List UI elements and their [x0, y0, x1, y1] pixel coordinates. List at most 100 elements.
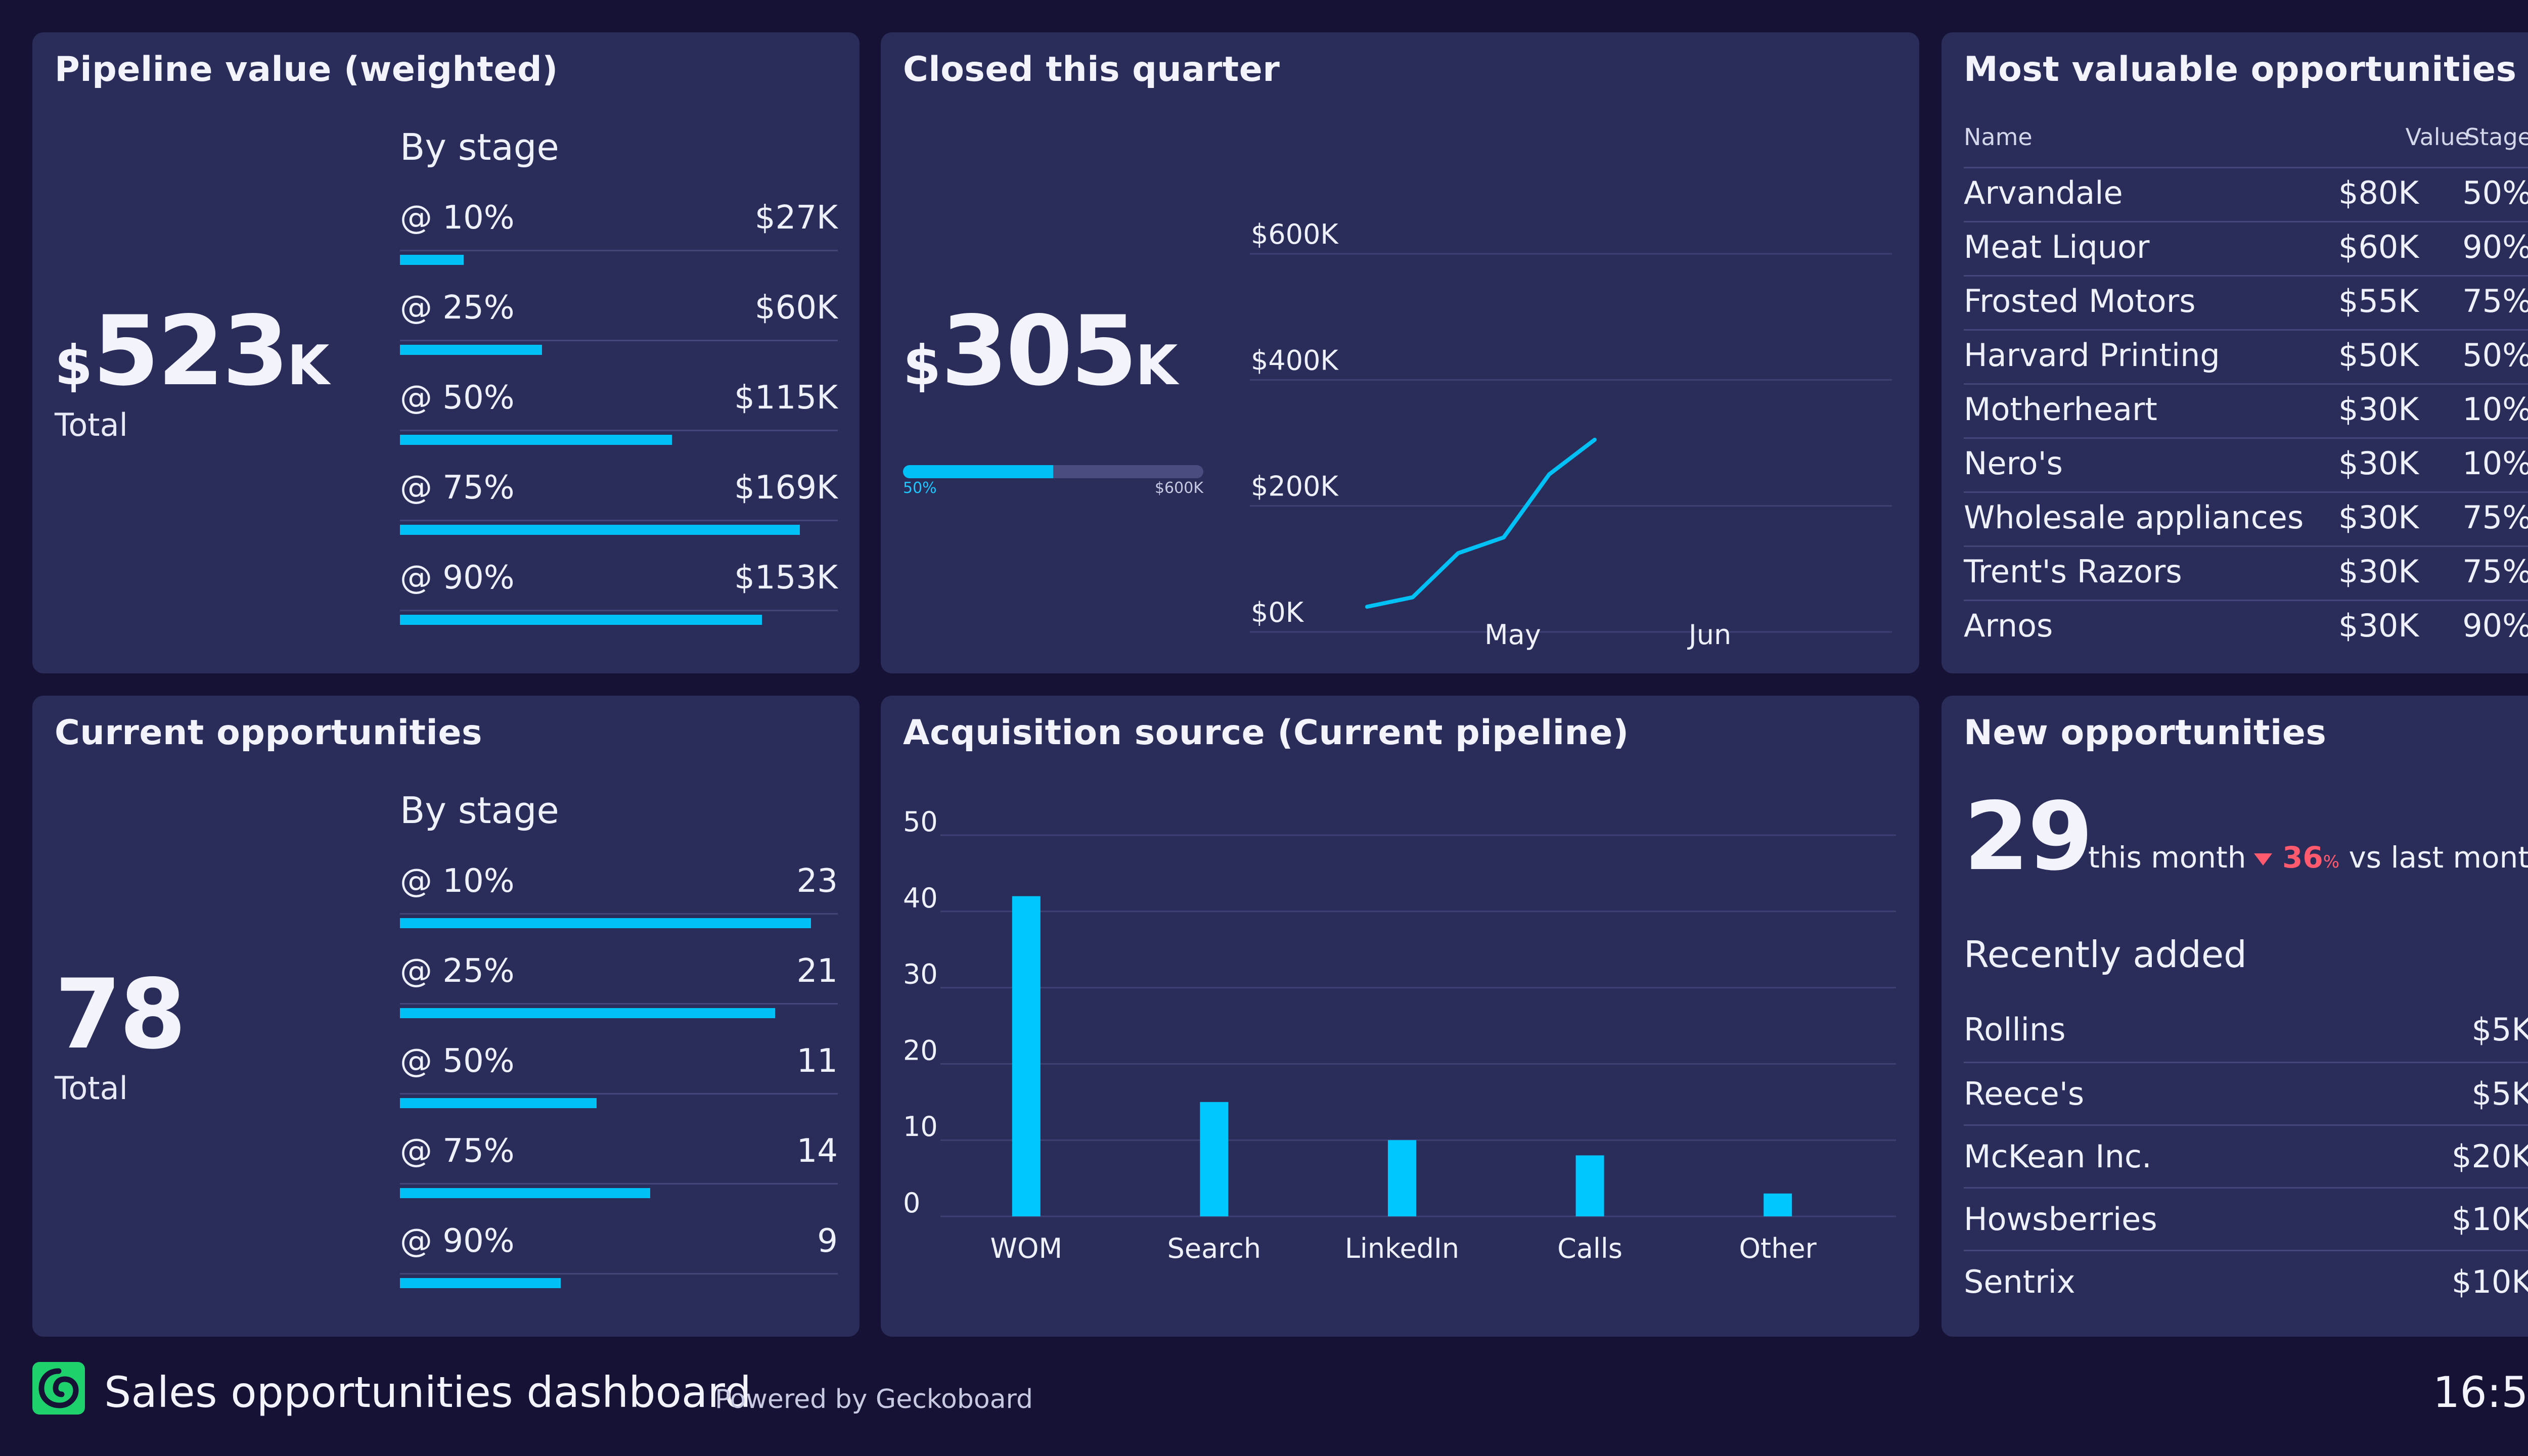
list-item[interactable]: Sentrix $10K: [1964, 1250, 2528, 1312]
change-label: vs last month: [2349, 840, 2528, 875]
list-item[interactable]: McKean Inc. $20K: [1964, 1124, 2528, 1187]
current-stage-value: 11: [796, 1042, 838, 1080]
pipeline-by-stage-title: By stage: [400, 126, 559, 168]
pipeline-stage-bar: [400, 255, 464, 265]
pipeline-stage-label: @ 50%: [400, 379, 515, 417]
pipeline-stage-value: $27K: [754, 199, 838, 237]
table-cell-stage: 90%: [2462, 607, 2528, 644]
acquisition-source-widget[interactable]: Acquisition source (Current pipeline) 50…: [881, 696, 1919, 1337]
pipeline-stage-row: @ 50% $115K: [400, 379, 838, 450]
pipeline-stage-bar: [400, 615, 762, 625]
table-cell-stage: 75%: [2462, 553, 2528, 590]
new-opportunities-widget[interactable]: New opportunities 29 this month 36% vs l…: [1942, 696, 2528, 1337]
current-stage-label: @ 90%: [400, 1222, 515, 1260]
list-item-value: $20K: [2452, 1138, 2528, 1175]
current-by-stage-title: By stage: [400, 789, 559, 832]
pipeline-value-title: Pipeline value (weighted): [55, 50, 558, 89]
closed-quarter-widget[interactable]: Closed this quarter $305K 50% $600K $600…: [881, 32, 1919, 673]
pipeline-stage-divider: [400, 430, 838, 431]
table-cell-stage: 50%: [2462, 174, 2528, 211]
table-cell-stage: 50%: [2462, 337, 2528, 374]
acq-chart-x-tick: Calls: [1557, 1233, 1622, 1264]
list-item-value: $10K: [2452, 1201, 2528, 1238]
current-stage-bar: [400, 1188, 650, 1198]
current-total-value: 78: [55, 959, 186, 1070]
table-row[interactable]: Motherheart $30K 10%: [1964, 383, 2528, 437]
current-stage-row: @ 25% 21: [400, 952, 838, 1023]
pipeline-stage-bar: [400, 345, 542, 355]
table-cell-value: $80K: [2338, 174, 2419, 211]
closed-chart-x-tick: May: [1484, 619, 1541, 651]
table-row[interactable]: Arnos $30K 90%: [1964, 600, 2528, 654]
table-cell-name: Frosted Motors: [1964, 283, 2196, 320]
pipeline-stage-row: @ 90% $153K: [400, 559, 838, 630]
current-stage-bar: [400, 1008, 775, 1018]
acq-chart-y-tick: 30: [903, 959, 938, 990]
current-stage-label: @ 50%: [400, 1042, 515, 1080]
list-item-name: McKean Inc.: [1964, 1138, 2152, 1175]
current-stage-value: 14: [796, 1132, 838, 1170]
table-row[interactable]: Trent's Razors $30K 75%: [1964, 545, 2528, 600]
pipeline-stage-label: @ 90%: [400, 559, 515, 597]
current-opportunities-widget[interactable]: Current opportunities 78 Total By stage …: [32, 696, 860, 1337]
new-opportunities-count: 29: [1964, 782, 2093, 891]
geckoboard-logo-icon: [32, 1362, 85, 1415]
list-item[interactable]: Reece's $5K: [1964, 1062, 2528, 1124]
column-header-value: Value: [2405, 123, 2469, 151]
pipeline-stage-label: @ 10%: [400, 199, 515, 237]
recently-added-title: Recently added: [1964, 933, 2247, 976]
pipeline-value-widget[interactable]: Pipeline value (weighted) $523K Total By…: [32, 32, 860, 673]
closed-chart-series-line: [1365, 437, 1597, 609]
pipeline-stage-label: @ 25%: [400, 289, 515, 327]
acquisition-source-title: Acquisition source (Current pipeline): [903, 713, 1629, 753]
table-cell-name: Motherheart: [1964, 391, 2157, 428]
pipeline-stage-row: @ 75% $169K: [400, 469, 838, 540]
acq-chart-x-tick: LinkedIn: [1345, 1233, 1459, 1264]
acq-chart-y-tick: 50: [903, 806, 938, 838]
pipeline-stage-row: @ 10% $27K: [400, 199, 838, 270]
list-item[interactable]: Rollins $5K: [1964, 999, 2528, 1062]
closed-chart-y-tick: $200K: [1251, 471, 1339, 503]
acq-chart-x-tick: Other: [1739, 1233, 1817, 1264]
column-header-stage: Stage: [2465, 123, 2528, 151]
table-cell-name: Meat Liquor: [1964, 229, 2150, 265]
table-cell-value: $55K: [2338, 283, 2419, 320]
closed-chart-y-tick: $0K: [1251, 597, 1304, 628]
list-item-name: Howsberries: [1964, 1201, 2157, 1238]
powered-by-text: Powered by Geckoboard: [715, 1384, 1033, 1415]
change-unit: %: [2323, 852, 2340, 872]
table-row[interactable]: Nero's $30K 10%: [1964, 437, 2528, 491]
acq-chart-y-tick: 10: [903, 1111, 938, 1143]
table-row[interactable]: Meat Liquor $60K 90%: [1964, 221, 2528, 275]
table-cell-value: $30K: [2338, 607, 2419, 644]
closed-chart-y-tick: $400K: [1251, 344, 1339, 376]
closed-chart-y-tick: $600K: [1251, 218, 1339, 250]
acq-chart-bar: [1764, 1193, 1792, 1216]
current-stage-divider: [400, 1273, 838, 1275]
table-row[interactable]: Harvard Printing $50K 50%: [1964, 329, 2528, 383]
table-row[interactable]: Frosted Motors $55K 75%: [1964, 275, 2528, 329]
table-cell-name: Trent's Razors: [1964, 553, 2182, 590]
pipeline-total-label: Total: [55, 406, 128, 443]
list-item-name: Reece's: [1964, 1075, 2085, 1112]
pipeline-stage-value: $153K: [734, 559, 838, 597]
current-stage-bar: [400, 1278, 561, 1288]
valuable-opportunities-widget[interactable]: Most valuable opportunities Name Value S…: [1942, 32, 2528, 673]
acq-chart-x-tick: Search: [1167, 1233, 1261, 1264]
current-stage-row: @ 10% 23: [400, 862, 838, 933]
current-stage-divider: [400, 913, 838, 915]
table-row[interactable]: Arvandale $80K 50%: [1964, 167, 2528, 221]
table-row[interactable]: Wholesale appliances $30K 75%: [1964, 491, 2528, 545]
list-item[interactable]: Howsberries $10K: [1964, 1187, 2528, 1250]
current-stage-bar: [400, 918, 811, 928]
valuable-opportunities-title: Most valuable opportunities: [1964, 50, 2517, 89]
new-opportunities-title: New opportunities: [1964, 713, 2327, 753]
table-cell-stage: 10%: [2462, 391, 2528, 428]
pipeline-stage-divider: [400, 520, 838, 521]
current-stage-value: 23: [796, 862, 838, 900]
closed-quarter-title: Closed this quarter: [903, 50, 1280, 89]
clock: 16:52: [2432, 1368, 2528, 1417]
list-item-name: Sentrix: [1964, 1263, 2075, 1300]
table-cell-value: $30K: [2338, 499, 2419, 536]
current-stage-value: 21: [796, 952, 838, 990]
